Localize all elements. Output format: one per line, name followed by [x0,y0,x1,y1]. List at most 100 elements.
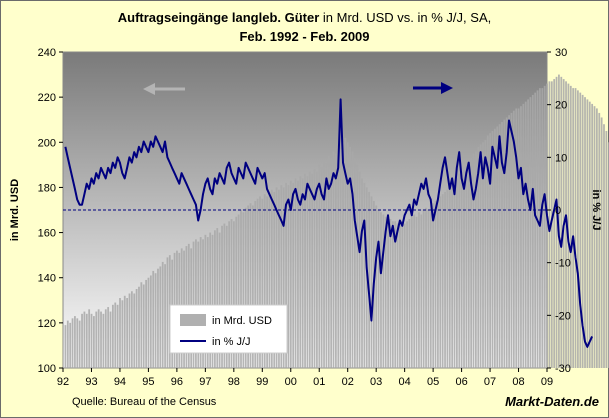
bar [534,92,537,368]
bar [237,214,240,368]
bar [382,214,385,368]
bar [247,205,250,368]
bar [204,234,207,368]
bar [422,210,425,368]
bar [292,182,295,368]
bar [595,108,598,369]
bar [512,110,515,368]
bar [432,203,435,368]
left-tick-label: 160 [38,228,56,240]
percent-line-series [64,98,594,348]
right-tick-label: 20 [555,100,567,112]
bar [280,185,283,368]
bar [285,182,287,368]
bar [304,173,306,368]
bar [138,286,140,368]
bar [342,142,344,368]
bar [71,318,74,368]
bar [600,117,603,369]
x-tick-label: 05 [427,376,439,388]
bar [249,203,252,368]
bar [368,191,371,368]
bar [128,293,131,368]
bar [337,146,340,368]
bar [85,313,88,368]
left-axis: 100 120 140 160 180 200 220 240 [38,47,63,375]
bar [520,106,522,369]
bar [572,88,575,369]
bar [164,264,166,368]
bar [358,171,361,368]
bar [316,171,318,368]
bar [593,106,596,369]
bar [263,194,266,368]
bar [268,191,271,368]
bar [353,158,356,368]
bar [149,275,152,368]
bar [251,205,254,368]
x-tick-label: 95 [142,376,154,388]
bar [515,108,518,369]
bar [486,135,489,368]
bar [467,160,470,368]
bar [429,205,432,368]
bar [270,189,273,368]
bar [607,142,609,368]
bar [581,94,584,368]
bar [474,151,477,368]
bar [74,316,76,368]
x-tick-label: 02 [342,376,354,388]
bar [244,207,247,368]
left-tick-label: 140 [38,273,56,285]
bar [289,180,292,368]
x-axis: 92 93 94 95 96 97 98 99 00 01 02 03 04 05 06 07 08 09 [57,368,553,388]
bar [415,216,418,368]
x-tick-label: 04 [399,376,411,388]
bar [465,164,468,368]
bar [256,198,259,368]
bar [453,180,456,368]
bar [387,219,389,368]
bar [221,225,223,368]
bar [472,153,475,368]
bar [235,216,238,368]
left-tick-label: 220 [38,92,56,104]
source-note: Quelle: Bureau of the Census [72,396,217,408]
bar [327,155,330,368]
bar [361,178,363,368]
bar [109,311,112,368]
bar [223,223,226,368]
bar [301,178,304,368]
bar [403,223,406,368]
bar [242,212,245,368]
brand-label: Markt-Daten.de [505,394,599,409]
x-tick-label: 08 [512,376,524,388]
x-tick-label: 94 [114,376,126,388]
bar [240,210,242,368]
bar [510,112,513,368]
bar [394,221,397,368]
bar [356,164,359,368]
bar [88,309,91,368]
bar [335,153,337,368]
legend-line-label: in % J/J [212,336,251,348]
right-tick-label: -20 [555,310,571,322]
bar [605,131,608,368]
bar [332,151,335,368]
legend-bar-label: in Mrd. USD [212,315,272,327]
x-tick-label: 93 [85,376,97,388]
bar [266,196,268,368]
bar [458,173,461,368]
bar [451,182,454,368]
bar [456,178,458,368]
bar [477,146,480,368]
bar [588,101,591,368]
bar [297,180,299,368]
bar [311,173,314,368]
bar [76,318,79,368]
bar [363,182,366,368]
bar [577,90,579,369]
bar [553,79,556,368]
bar [344,137,347,368]
bar [399,223,401,368]
